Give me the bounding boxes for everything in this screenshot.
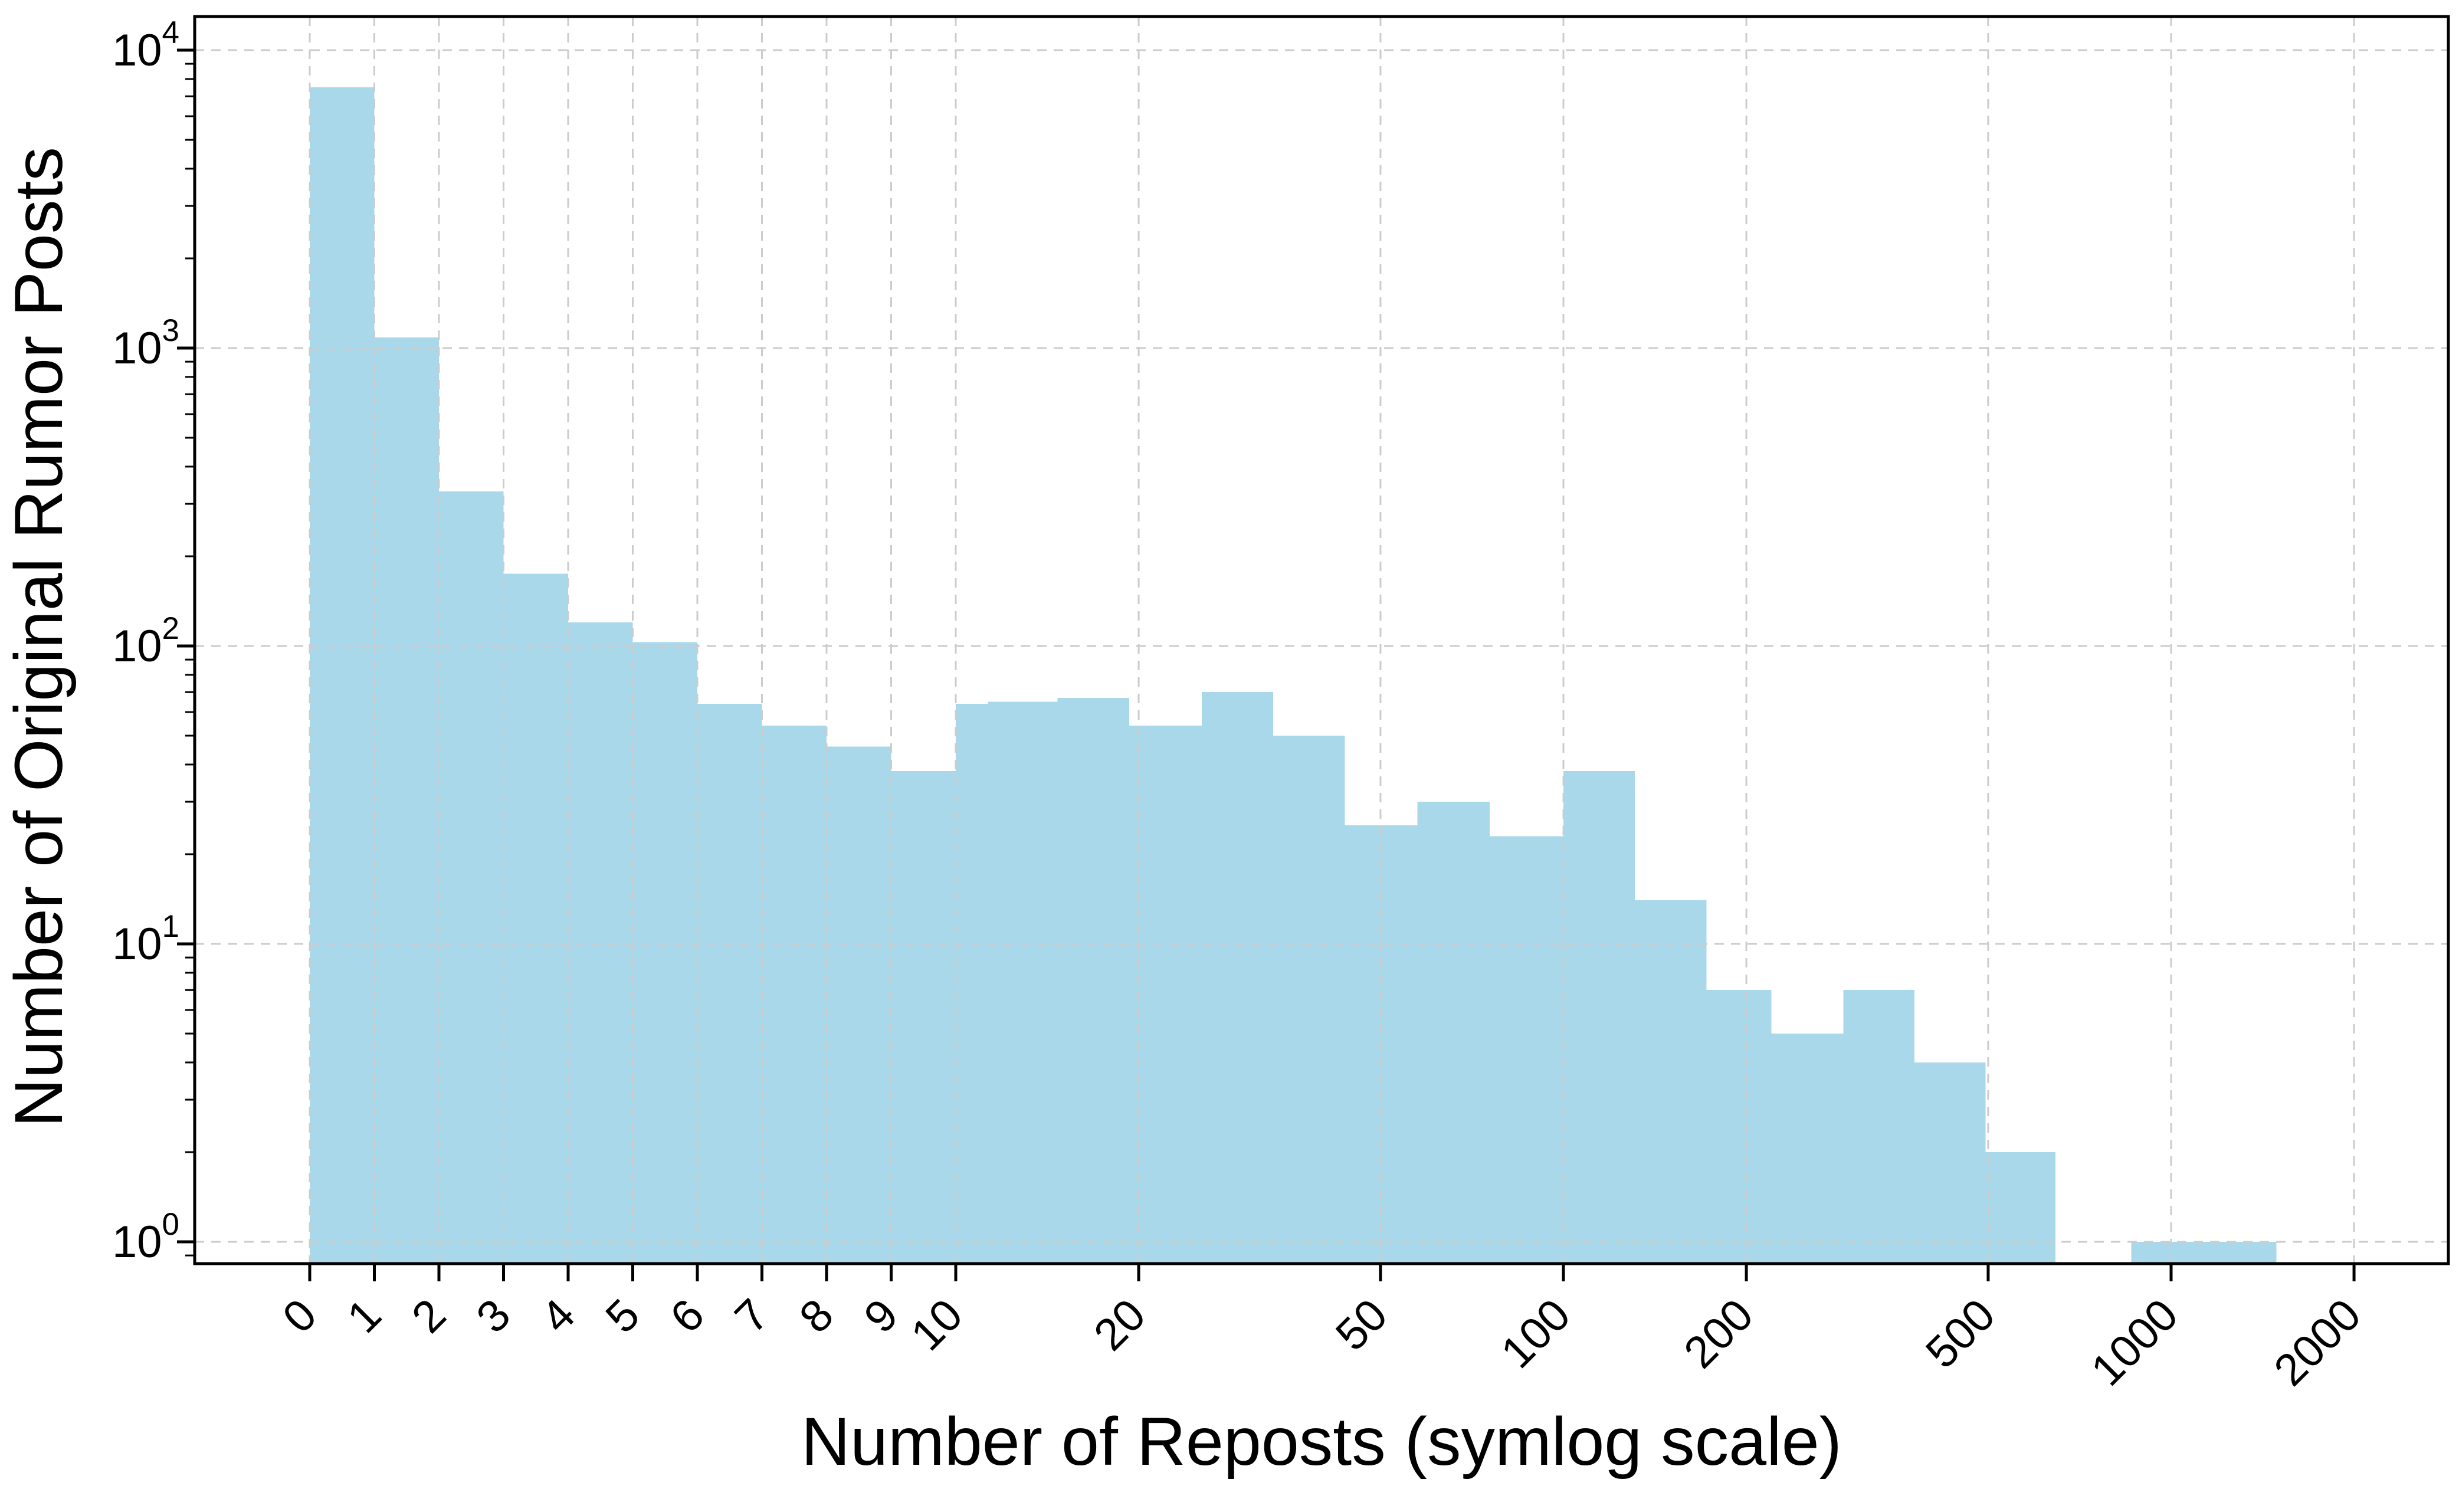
x-tick-label: 5 [596, 1290, 650, 1343]
histogram-bar [1843, 990, 1914, 1264]
histogram-bar [697, 703, 762, 1264]
histogram-bar [988, 701, 1058, 1264]
histogram-bar [1057, 697, 1130, 1264]
x-tick-label: 200 [1674, 1290, 1763, 1378]
x-tick-label: 9 [855, 1290, 908, 1343]
histogram-bar [2131, 1242, 2277, 1264]
histogram-bar [1771, 1034, 1844, 1264]
x-tick-label: 500 [1916, 1290, 2005, 1378]
x-tick-label: 2 [402, 1290, 455, 1343]
x-tick-label: 8 [790, 1290, 843, 1343]
histogram-bar [1563, 771, 1635, 1264]
histogram-bar [439, 491, 504, 1264]
y-tick-label: 103 [112, 313, 179, 373]
histogram-bar [1914, 1062, 1986, 1264]
y-tick-label: 100 [112, 1207, 179, 1267]
y-tick-label: 104 [112, 15, 179, 76]
x-tick-label: 3 [467, 1290, 520, 1343]
y-axis-label: Number of Original Rumor Posts [1, 147, 77, 1127]
histogram-bar [827, 746, 891, 1264]
y-tick-label: 101 [112, 909, 179, 969]
x-tick-label: 1000 [2081, 1290, 2188, 1396]
histogram-bar [956, 703, 988, 1264]
plot-frame [193, 15, 2450, 1265]
histogram-bar [762, 726, 827, 1264]
histogram-bar [891, 771, 956, 1264]
histogram-bar [1489, 836, 1563, 1264]
x-tick-label: 1 [338, 1290, 391, 1343]
plot-area: 0 1 2 3 4 5 6 7 8 910 20 50 100 200 500 1000 2000 100 101 1… [112, 15, 2450, 1396]
y-tick-label: 102 [112, 611, 179, 671]
x-tick-label: 100 [1491, 1290, 1580, 1378]
x-tick-label: 50 [1326, 1290, 1397, 1360]
x-tick-label: 10 [901, 1290, 972, 1360]
histogram-bar [1706, 990, 1772, 1264]
histogram-bar [1417, 802, 1490, 1264]
histogram-bar [632, 642, 697, 1264]
x-axis-label: Number of Reposts (symlog scale) [801, 1404, 1842, 1480]
x-tick-label: 0 [273, 1290, 326, 1343]
histogram-bar [374, 337, 439, 1264]
x-tick-label: 7 [726, 1290, 779, 1343]
histogram-bar [1201, 692, 1274, 1264]
x-tick-label: 20 [1084, 1290, 1155, 1360]
histogram-bar [1273, 736, 1345, 1264]
x-tick-label: 2000 [2264, 1290, 2371, 1396]
histogram-bar [503, 573, 568, 1264]
histogram-bar [310, 87, 375, 1264]
histogram-bar [1985, 1152, 2055, 1264]
histogram-bar [1129, 726, 1202, 1264]
histogram-bar [1634, 900, 1707, 1264]
x-tick-label: 4 [532, 1290, 585, 1343]
x-tick-label: 6 [661, 1290, 714, 1343]
